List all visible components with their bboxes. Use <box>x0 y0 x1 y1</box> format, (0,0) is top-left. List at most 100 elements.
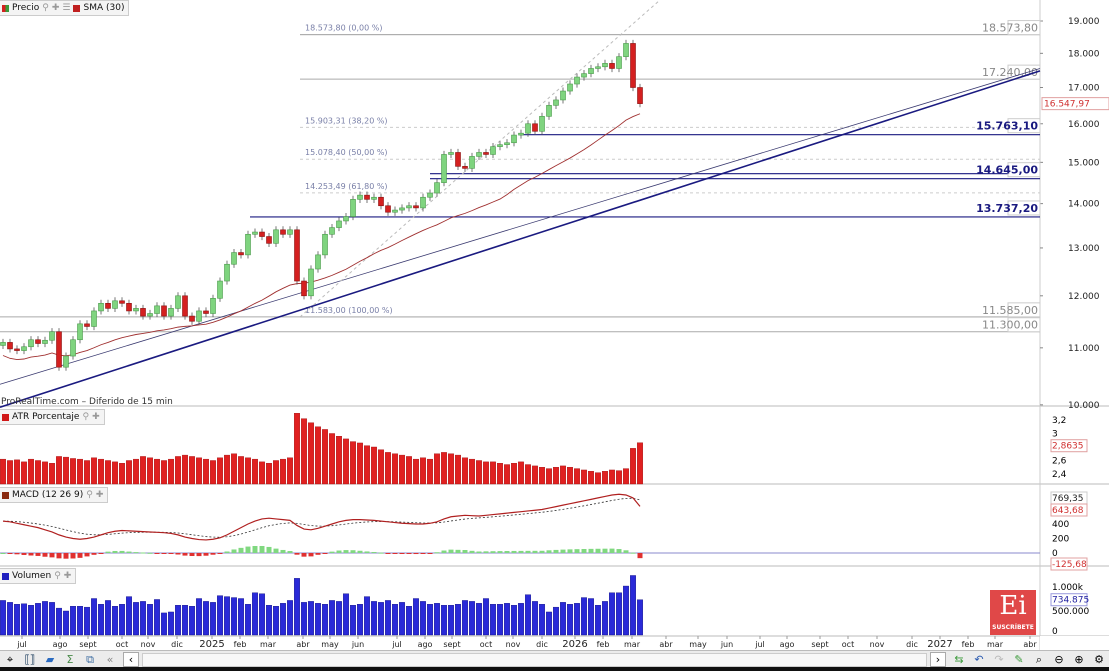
volume-bar <box>231 597 237 636</box>
wrench-icon[interactable]: ⚲ <box>82 412 90 422</box>
volume-bar <box>224 596 230 636</box>
atr-bar <box>385 452 391 485</box>
macd-histogram-bar <box>553 549 559 553</box>
candle <box>343 212 349 225</box>
atr-bar <box>210 460 216 485</box>
logo[interactable]: Ei SUSCRÍBETE <box>990 590 1036 635</box>
candle <box>217 277 223 302</box>
volume-bar <box>112 606 118 636</box>
candle-body <box>322 233 328 256</box>
cursor-icon[interactable]: ⌖ <box>6 652 14 666</box>
settings-icon[interactable]: ⚙ <box>1094 653 1104 666</box>
redo-icon[interactable]: ↷ <box>994 653 1004 666</box>
price-level-box <box>1007 317 1041 333</box>
atr-bar <box>301 418 307 485</box>
candle-body <box>378 196 384 207</box>
macd-histogram-bar <box>91 553 97 555</box>
wrench-icon[interactable]: ⚲ <box>54 571 61 581</box>
atr-legend[interactable]: ATR Porcentaje ⚲ ✚ <box>0 409 105 425</box>
candle <box>140 304 146 320</box>
macd-histogram-bar <box>63 553 69 559</box>
date-tick-label: nov <box>506 640 521 649</box>
volume-legend[interactable]: Volumen ⚲ ✚ <box>0 568 77 584</box>
macd-value-box <box>1050 557 1088 571</box>
sync-icon[interactable]: ⇆ <box>954 653 964 666</box>
volume-bar <box>546 611 552 636</box>
date-tick-label: feb <box>597 640 610 649</box>
chat-icon[interactable]: ▰ <box>45 653 55 666</box>
wrench-icon[interactable]: ⚲ <box>42 3 49 13</box>
macd-histogram-bar <box>280 549 286 553</box>
candle <box>427 189 433 201</box>
atr-bar <box>49 463 55 485</box>
volume-last-box <box>1050 593 1088 607</box>
atr-bar <box>70 458 76 485</box>
move-icon[interactable]: ✚ <box>95 490 104 500</box>
macd-histogram-bar <box>357 550 363 553</box>
candle <box>245 230 251 259</box>
indicator-icon[interactable]: Σ <box>66 653 74 666</box>
fibonacci-label: 15.078,40 (50,00 %) <box>305 148 388 157</box>
price-legend[interactable]: Precio ⚲ ✚ ☰ SMA (30) <box>0 0 130 16</box>
atr-bar <box>224 454 230 485</box>
window-icon[interactable]: ⧉ <box>86 652 94 666</box>
atr-last-label: 2,8635 <box>1052 442 1084 452</box>
volume-bar <box>196 598 202 636</box>
atr-bar <box>217 457 223 485</box>
candle-body <box>245 233 251 256</box>
macd-histogram-bar <box>595 548 601 553</box>
list-icon[interactable]: ☰ <box>62 3 71 13</box>
candle <box>329 224 335 238</box>
macd-histogram-bar <box>602 548 608 553</box>
move-icon[interactable]: ✚ <box>51 3 60 13</box>
zoom-in-icon[interactable]: ⊕ <box>1074 653 1084 666</box>
move-icon[interactable]: ✚ <box>63 571 72 581</box>
volume-bar <box>385 600 391 636</box>
atr-bar <box>602 471 608 485</box>
macd-legend-label: MACD (12 26 9) <box>12 490 84 500</box>
zoom-fit-icon[interactable]: ⌕ <box>1035 652 1043 666</box>
candle-body <box>455 152 461 167</box>
volume-bar <box>609 592 615 636</box>
atr-bar <box>126 460 132 485</box>
atr-bar <box>77 458 83 485</box>
wrench-icon[interactable]: ⚲ <box>86 490 93 500</box>
stock-chart[interactable]: 19.000 18.000 17.000 16.000 15.000 14.000 13.0… <box>0 0 1109 650</box>
macd-legend[interactable]: MACD (12 26 9) ⚲ ✚ <box>0 487 109 503</box>
price-tick-label: 15.000 <box>1068 158 1100 168</box>
candle <box>0 338 6 350</box>
macd-histogram-bar <box>455 549 461 553</box>
candle <box>273 226 279 247</box>
drawing-icon[interactable]: ✎ <box>1014 653 1024 666</box>
macd-histogram-bar <box>273 548 279 553</box>
horizontal-scrollbar[interactable] <box>142 652 927 667</box>
atr-bar <box>21 461 27 485</box>
atr-swatch <box>2 413 9 421</box>
bottom-toolbar: ⌖ ⟦⟧ ▰ Σ ⧉ « ‹ › ⇆ ↶ ↷ ✎ ⌕ ⊖ ⊕ ⚙ <box>0 650 1109 668</box>
macd-value-label: -125,68 <box>1052 560 1087 570</box>
date-tick-label: oct <box>116 640 128 649</box>
scroll-left-icon[interactable]: ‹ <box>123 652 139 667</box>
atr-bar <box>140 456 146 485</box>
candle-body <box>147 313 153 317</box>
candle <box>203 307 209 318</box>
candle <box>532 120 538 135</box>
atr-bar <box>294 413 300 485</box>
sma-legend-label: SMA (30) <box>83 3 125 13</box>
undo-icon[interactable]: ↶ <box>974 653 984 666</box>
macd-histogram-bar <box>420 553 426 554</box>
candle <box>546 101 552 120</box>
bracket-icon[interactable]: ⟦⟧ <box>24 653 36 666</box>
candle <box>567 80 573 95</box>
move-icon[interactable]: ✚ <box>92 412 100 422</box>
atr-bar <box>343 438 349 485</box>
candle <box>560 87 566 104</box>
candle <box>518 129 524 139</box>
candle-body <box>399 207 405 211</box>
axis-corner <box>1040 636 1109 650</box>
atr-bar <box>497 463 503 485</box>
candle-body <box>532 123 538 132</box>
scroll-right-icon[interactable]: › <box>930 652 946 667</box>
rewind-icon[interactable]: « <box>106 653 114 666</box>
zoom-out-icon[interactable]: ⊖ <box>1054 653 1064 666</box>
